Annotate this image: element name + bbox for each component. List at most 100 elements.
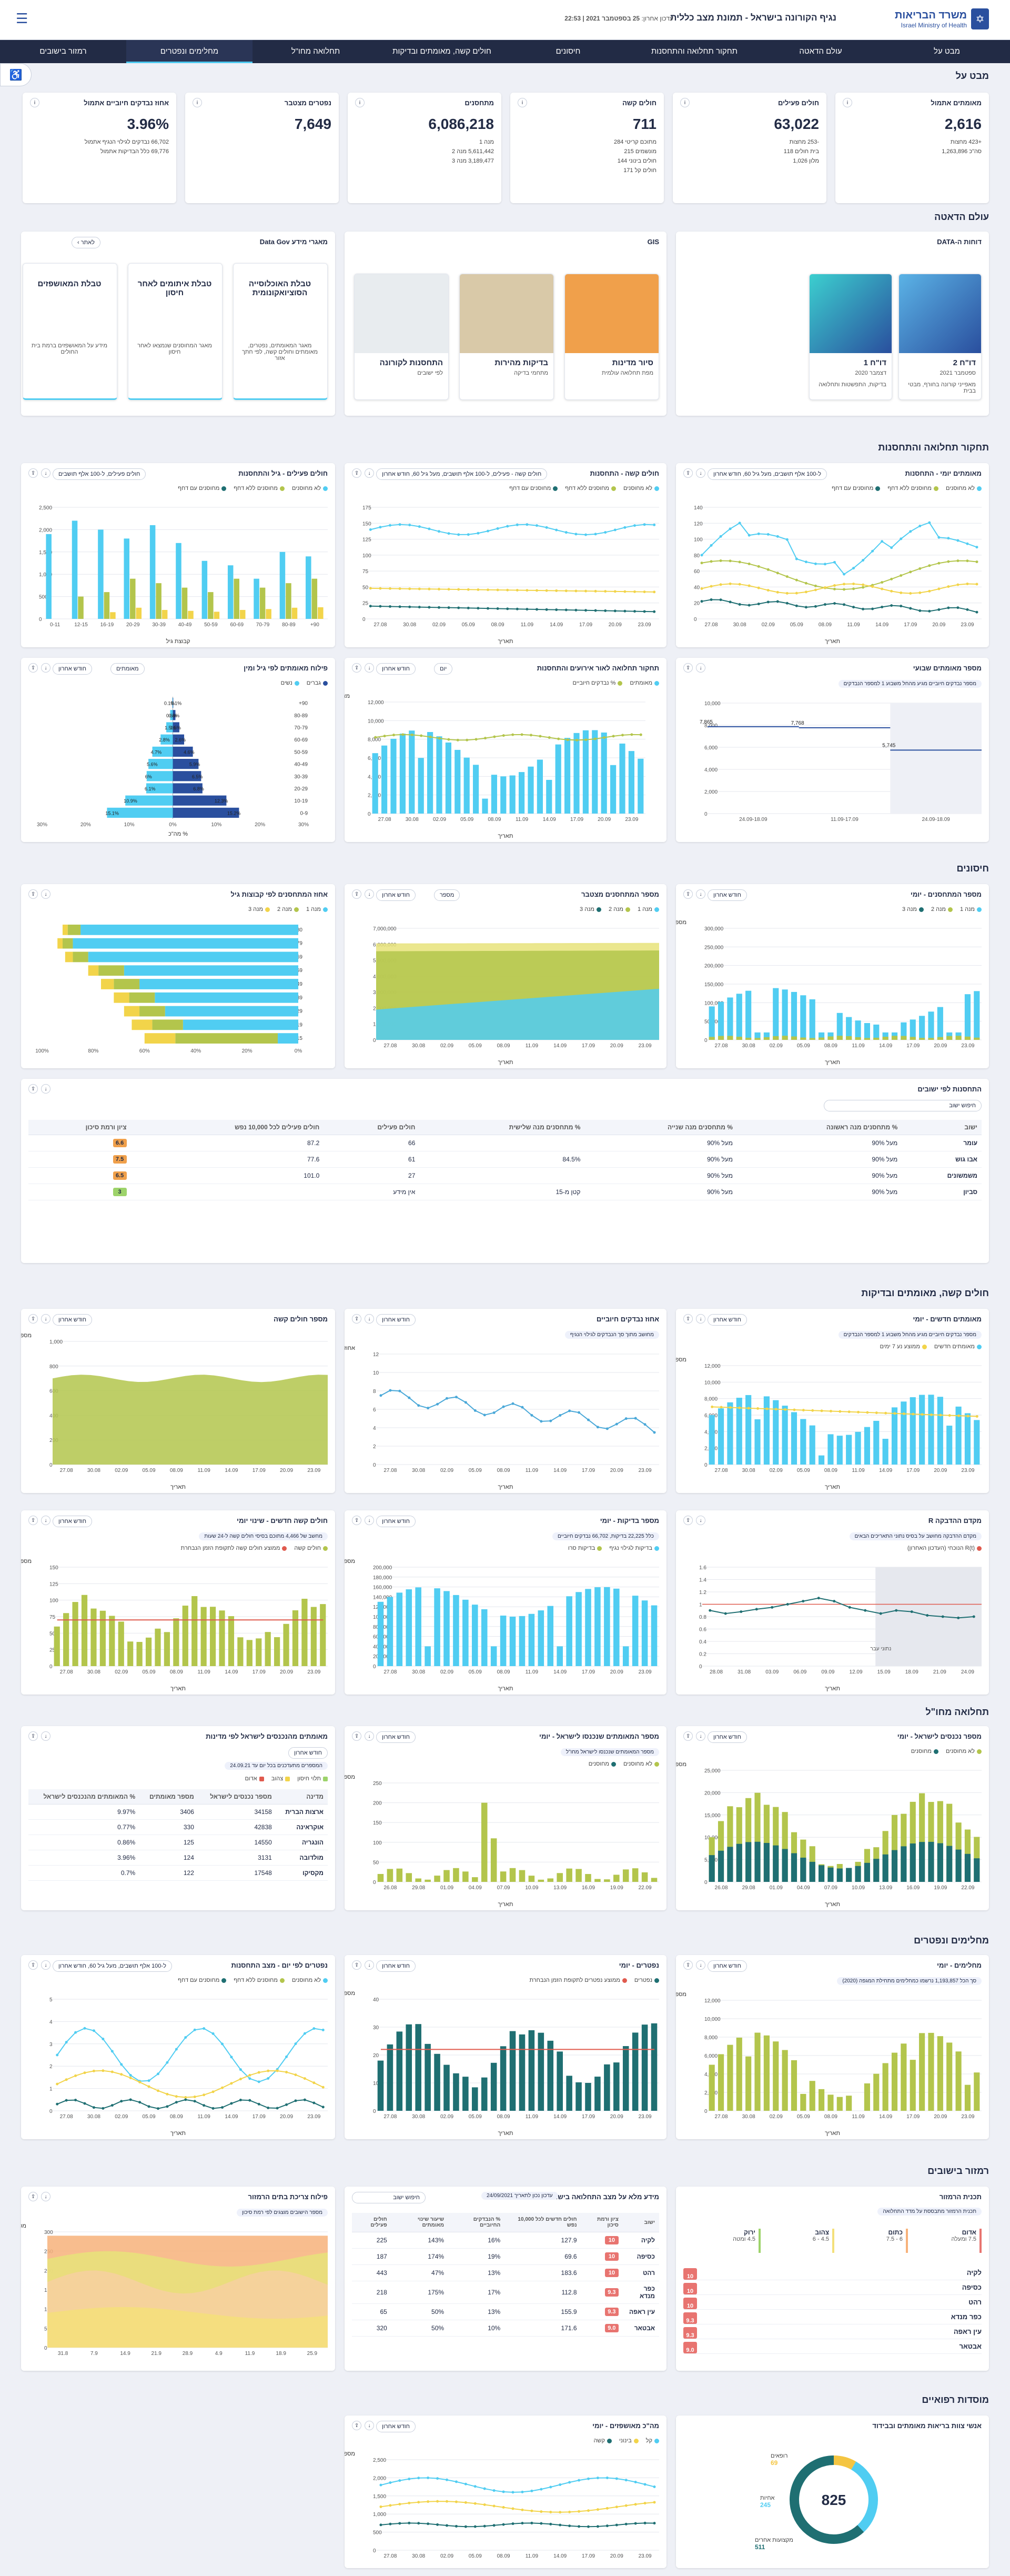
download-icon[interactable]: ↓ bbox=[41, 1960, 50, 1970]
share-icon[interactable]: ⇪ bbox=[352, 1516, 361, 1525]
nav-tab-1[interactable]: עולם הדאטה bbox=[799, 47, 842, 56]
legend-item[interactable]: לא מחוסנים bbox=[292, 1977, 328, 1983]
column-header[interactable]: % מתחסנים מנה ראשונה bbox=[736, 1120, 902, 1135]
legend-item[interactable]: בינוני bbox=[619, 2438, 639, 2444]
repo-tile[interactable]: טבלת האוכלוסייה הסוציואקונומית מאגר המאומ… bbox=[233, 263, 328, 400]
ministry-logo[interactable]: ✡ משרד הבריאות Israel Ministry of Health bbox=[895, 8, 989, 29]
share-icon[interactable]: ⇪ bbox=[683, 468, 693, 478]
legend-item[interactable]: ממוצע נפטרים לתקופת הזמן הנבחרת bbox=[530, 1977, 627, 1983]
legend-item[interactable]: מנה 1 bbox=[638, 906, 659, 913]
table-row[interactable]: הונגריה 14550 125 0.86% bbox=[28, 1835, 328, 1850]
period-dropdown[interactable]: חודש אחרון bbox=[708, 889, 748, 901]
period-dropdown[interactable]: חודש אחרון bbox=[53, 1516, 93, 1527]
column-header[interactable]: % המאומתים מהנכנסים לישראל bbox=[28, 1789, 140, 1805]
accessibility-icon[interactable]: ♿ bbox=[0, 63, 32, 86]
period-dropdown[interactable]: חודש אחרון bbox=[376, 1314, 416, 1326]
download-icon[interactable]: ↓ bbox=[696, 1960, 705, 1970]
town-row[interactable]: כסיפה 10 bbox=[683, 2280, 982, 2295]
repo-tile[interactable]: טבלת המאושפזים מידע על המאושפזים ברמת בית… bbox=[23, 263, 117, 400]
repo-tile[interactable]: טבלת איתומים לאחר חיסון מאגר המחוסנים שנמ… bbox=[128, 263, 223, 400]
download-icon[interactable]: ↓ bbox=[365, 1960, 374, 1970]
download-icon[interactable]: ↓ bbox=[41, 663, 50, 673]
legend-item[interactable]: לא מחוסנים bbox=[946, 1748, 982, 1755]
download-icon[interactable]: ↓ bbox=[696, 889, 705, 899]
legend-item[interactable]: חולים קשה bbox=[294, 1545, 328, 1551]
info-icon[interactable]: i bbox=[680, 98, 690, 107]
legend-item[interactable]: מנה 3 bbox=[902, 906, 924, 913]
table-row[interactable]: אבו גוש מעל 90% מעל 90% 84.5% 61 77.6 7.5 bbox=[28, 1151, 982, 1168]
legend-item[interactable]: מנה 1 bbox=[960, 906, 982, 913]
hamburger-menu-icon[interactable]: ☰ bbox=[16, 11, 28, 26]
nav-tab-0[interactable]: מבט על bbox=[934, 47, 960, 56]
column-header[interactable]: % הנבדקים החיוביים bbox=[448, 2213, 505, 2232]
column-header[interactable]: מדינה bbox=[276, 1789, 328, 1805]
share-icon[interactable]: ⇪ bbox=[28, 1731, 38, 1741]
period-dropdown[interactable]: ל-100 אלף תושבים, מעל גיל 60, חודש אחרון bbox=[53, 1960, 172, 1972]
period-dropdown[interactable]: חודש אחרון bbox=[708, 1731, 748, 1743]
legend-item[interactable]: מאומתים חדשים bbox=[934, 1344, 982, 1350]
legend-item[interactable]: מחוסנים ללא דחף bbox=[234, 1977, 285, 1983]
column-header[interactable]: מספר נכנסים לישראל bbox=[198, 1789, 276, 1805]
table-row[interactable]: סביון מעל 90% מעל 90% קטן מ-15 אין מידע 3 bbox=[28, 1184, 982, 1200]
share-icon[interactable]: ⇪ bbox=[352, 663, 361, 673]
legend-item[interactable]: לא מחוסנים bbox=[623, 1761, 659, 1767]
share-icon[interactable]: ⇪ bbox=[28, 2192, 38, 2201]
share-icon[interactable]: ⇪ bbox=[352, 2421, 361, 2430]
legend-item[interactable]: מחוסנים bbox=[589, 1761, 616, 1767]
legend-item[interactable]: נשים bbox=[281, 680, 299, 686]
share-icon[interactable]: ⇪ bbox=[683, 1731, 693, 1741]
info-icon[interactable]: i bbox=[193, 98, 202, 107]
legend-item[interactable]: בדיקות לגילוי נגיף bbox=[609, 1545, 659, 1551]
column-header[interactable]: ציון ורמת סיכון bbox=[28, 1120, 131, 1135]
nav-tab-7[interactable]: רמזור בישובים bbox=[39, 47, 87, 56]
town-row[interactable]: לקיה 10 bbox=[683, 2266, 982, 2280]
measure-dropdown[interactable]: מאומתים bbox=[110, 663, 145, 675]
period-dropdown[interactable]: חודש אחרון bbox=[376, 1960, 416, 1972]
share-icon[interactable]: ⇪ bbox=[28, 468, 38, 478]
legend-item[interactable]: R(t) הנוכחי (העדכון האחרון) bbox=[907, 1545, 982, 1551]
legend-item[interactable]: לא מחוסנים bbox=[292, 485, 328, 492]
legend-item[interactable]: מחוסנים עם דחף bbox=[178, 1977, 227, 1983]
period-dropdown[interactable]: חודש אחרון bbox=[708, 1960, 748, 1972]
legend-item[interactable]: מנה 3 bbox=[248, 906, 270, 913]
legend-item[interactable]: % נבדקים חיוביים bbox=[572, 680, 623, 686]
legend-item[interactable]: לא מחוסנים bbox=[623, 485, 659, 492]
download-icon[interactable]: ↓ bbox=[365, 889, 374, 899]
measure-dropdown[interactable]: מספר bbox=[434, 889, 460, 901]
back-link[interactable]: לאתר › bbox=[72, 237, 100, 248]
share-icon[interactable]: ⇪ bbox=[683, 889, 693, 899]
download-icon[interactable]: ↓ bbox=[365, 1314, 374, 1324]
share-icon[interactable]: ⇪ bbox=[683, 1516, 693, 1525]
period-dropdown[interactable]: חודש אחרון bbox=[376, 889, 416, 901]
column-header[interactable]: חולים פעילים bbox=[352, 2213, 391, 2232]
download-icon[interactable]: ↓ bbox=[696, 1731, 705, 1741]
column-header[interactable]: ציון ורמת סיכון bbox=[581, 2213, 623, 2232]
info-icon[interactable]: i bbox=[518, 98, 527, 107]
column-header[interactable]: % מתחסנים מנה שלישית bbox=[419, 1120, 585, 1135]
column-header[interactable]: ישוב bbox=[902, 1120, 982, 1135]
legend-item[interactable]: מחוסנים ללא דחף bbox=[565, 485, 616, 492]
table-row[interactable]: מולדובה 3131 124 3.96% bbox=[28, 1850, 328, 1866]
town-row[interactable]: אבטאר 9.0 bbox=[683, 2339, 982, 2354]
legend-item[interactable]: מחוסנים bbox=[911, 1748, 938, 1755]
share-icon[interactable]: ⇪ bbox=[352, 889, 361, 899]
share-icon[interactable]: ⇪ bbox=[352, 1731, 361, 1741]
download-icon[interactable]: ↓ bbox=[41, 468, 50, 478]
table-row[interactable]: אבטאר 9.0 171.6 10% 50% 320 bbox=[352, 2320, 659, 2337]
column-header[interactable]: חולים חדשים לכל 10,000 נפש bbox=[504, 2213, 581, 2232]
legend-item[interactable]: מנה 1 bbox=[306, 906, 328, 913]
legend-item[interactable]: לא מחוסנים bbox=[946, 485, 982, 492]
period-dropdown[interactable]: חודש אחרון bbox=[708, 1314, 748, 1326]
column-header[interactable]: ישוב bbox=[622, 2213, 659, 2232]
period-dropdown[interactable]: חודש אחרון bbox=[376, 663, 416, 675]
legend-item[interactable]: מנה 2 bbox=[609, 906, 630, 913]
legend-item[interactable]: מחוסנים ללא דחף bbox=[887, 485, 938, 492]
map-tile[interactable]: התחסנות לקורונה לפי ישובים bbox=[354, 274, 449, 400]
table-row[interactable]: אוקראינה 42838 330 0.77% bbox=[28, 1819, 328, 1835]
share-icon[interactable]: ⇪ bbox=[352, 1960, 361, 1970]
download-icon[interactable]: ↓ bbox=[41, 1084, 50, 1094]
period-dropdown[interactable]: חודש אחרון bbox=[53, 1314, 93, 1326]
legend-item[interactable]: מאומתים bbox=[630, 680, 659, 686]
measure-dropdown[interactable]: יום bbox=[434, 663, 453, 675]
nav-tab-2[interactable]: תחקור תחלואה והתחסנות bbox=[651, 47, 738, 56]
